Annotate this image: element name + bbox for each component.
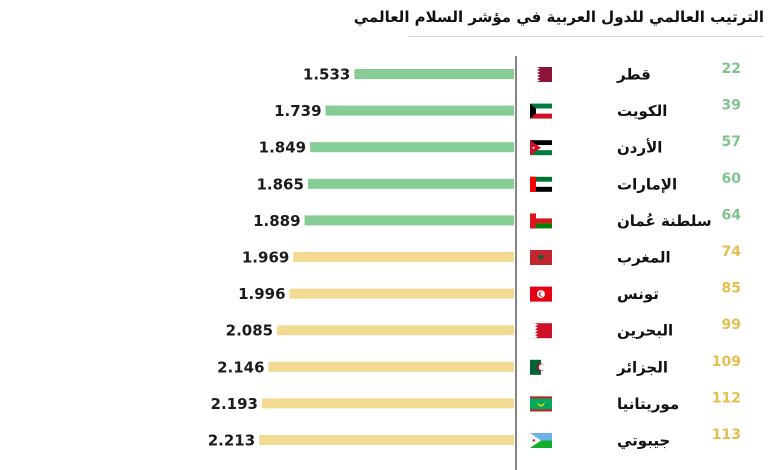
bahrain-flag-icon — [530, 323, 552, 339]
country-label-6: تونس — [617, 285, 659, 303]
djibouti-flag-icon — [530, 433, 552, 448]
country-label-2: الأردن — [617, 139, 662, 157]
bar-5 — [293, 252, 514, 262]
bar-0 — [354, 69, 514, 79]
tunisia-flag-icon — [530, 286, 552, 302]
rank-label-8: 109 — [712, 354, 741, 370]
value-label-4: 1.889 — [253, 212, 300, 230]
value-label-2: 1.849 — [259, 139, 306, 157]
rank-label-3: 60 — [722, 171, 742, 187]
bar-4 — [304, 215, 514, 226]
value-label-1: 1.739 — [274, 102, 321, 120]
morocco-flag-icon — [530, 250, 552, 265]
chart-title: الترتيب العالمي للدول العربية في مؤشر ال… — [353, 8, 764, 26]
bar-2 — [310, 142, 514, 153]
rank-label-7: 99 — [722, 317, 741, 333]
kuwait-flag-icon — [530, 103, 552, 119]
uae-flag-icon — [530, 176, 552, 192]
rank-label-9: 112 — [712, 390, 741, 406]
value-label-7: 2.085 — [226, 322, 273, 340]
rank-label-2: 57 — [722, 134, 741, 150]
value-label-0: 1.533 — [303, 66, 350, 84]
value-label-9: 2.193 — [211, 395, 258, 413]
country-label-3: الإمارات — [617, 175, 677, 193]
title-rule — [408, 36, 764, 37]
country-label-8: الجزائر — [616, 358, 668, 376]
rank-label-10: 113 — [712, 427, 741, 443]
country-label-1: الكويت — [617, 102, 667, 120]
value-label-6: 1.996 — [238, 285, 285, 303]
value-label-3: 1.865 — [256, 175, 303, 193]
bar-9 — [261, 398, 514, 409]
country-label-5: المغرب — [617, 249, 671, 267]
bar-6 — [289, 288, 514, 299]
country-label-9: موريتانيا — [617, 395, 679, 413]
country-label-4: سلطنة عُمان — [617, 212, 712, 230]
rank-label-4: 64 — [722, 207, 742, 223]
bar-7 — [277, 325, 514, 336]
bar-3 — [307, 178, 514, 189]
rank-label-6: 85 — [722, 281, 741, 297]
oman-flag-icon — [530, 213, 552, 229]
rank-label-0: 22 — [722, 61, 741, 77]
value-label-10: 2.213 — [208, 432, 255, 450]
jordan-flag-icon — [530, 140, 552, 156]
value-label-8: 2.146 — [217, 358, 264, 376]
rank-label-1: 39 — [722, 98, 741, 114]
mauritania-flag-icon — [530, 396, 552, 412]
algeria-flag-icon — [530, 359, 552, 375]
country-label-0: قطر — [616, 66, 651, 84]
rank-label-5: 74 — [722, 244, 742, 260]
bar-10 — [259, 435, 514, 445]
bar-1 — [325, 105, 514, 116]
bar-8 — [268, 361, 514, 372]
qatar-flag-icon — [530, 67, 552, 82]
value-label-5: 1.969 — [242, 249, 289, 267]
country-label-7: البحرين — [617, 322, 673, 340]
country-label-10: جيبوتي — [617, 432, 670, 450]
